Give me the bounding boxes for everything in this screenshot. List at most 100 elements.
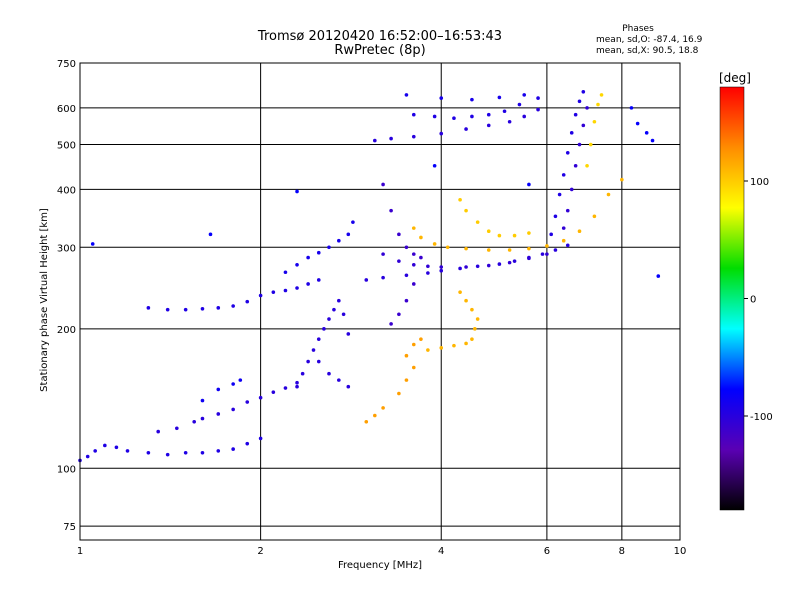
x-tick-label: 1: [77, 546, 83, 557]
data-point: [577, 99, 582, 104]
data-point: [316, 250, 321, 255]
data-point: [381, 275, 385, 280]
data-point: [439, 265, 444, 269]
data-point: [486, 248, 491, 252]
data-point: [426, 348, 430, 352]
data-point: [650, 138, 655, 143]
data-point: [411, 342, 416, 347]
data-point: [316, 278, 321, 282]
data-point: [507, 119, 512, 124]
x-tick-label: 4: [438, 546, 444, 557]
data-point: [337, 238, 341, 243]
data-point: [327, 245, 331, 250]
y-axis-label: Stationary phase Virtual Height [km]: [39, 208, 50, 392]
data-point: [497, 95, 502, 100]
data-point: [577, 229, 582, 233]
data-point: [606, 192, 611, 197]
data-point: [332, 307, 336, 312]
chart-title: Tromsø 20120420 16:52:00–16:53:43: [257, 29, 502, 44]
data-point: [452, 116, 456, 120]
data-point: [103, 443, 107, 448]
y-tick-label: 200: [57, 325, 76, 336]
data-point: [258, 395, 263, 400]
data-point: [397, 259, 401, 263]
data-point: [389, 136, 393, 141]
data-point: [439, 346, 444, 350]
data-point: [231, 407, 235, 412]
data-point: [411, 282, 416, 286]
data-point: [432, 163, 437, 168]
data-point: [512, 233, 517, 238]
data-point: [497, 233, 502, 238]
data-point: [561, 238, 566, 243]
data-point: [397, 232, 401, 237]
data-point: [557, 192, 562, 197]
data-point: [316, 359, 321, 364]
data-point: [527, 256, 531, 261]
data-point: [475, 317, 480, 321]
data-point: [507, 248, 512, 252]
data-point: [561, 173, 566, 177]
data-point: [486, 112, 491, 117]
data-point: [93, 449, 97, 453]
data-point: [527, 246, 531, 251]
data-point: [475, 220, 480, 224]
data-point: [411, 262, 416, 267]
data-point: [452, 343, 456, 348]
data-point: [411, 134, 416, 139]
data-point: [200, 450, 205, 455]
data-point: [364, 278, 369, 282]
colorbar-label: [deg]: [719, 71, 751, 85]
data-point: [585, 106, 589, 110]
data-point: [404, 93, 409, 97]
data-point: [381, 182, 385, 187]
data-point: [486, 263, 491, 268]
data-point: [258, 293, 263, 298]
data-point: [306, 255, 310, 260]
data-point: [527, 231, 531, 235]
data-point: [271, 390, 276, 394]
data-point: [527, 182, 531, 187]
data-point: [577, 142, 582, 147]
phases-o-stats: mean, sd,O: -87.4, 16.9: [596, 35, 703, 45]
data-point: [389, 322, 393, 326]
data-point: [439, 268, 444, 273]
data-point: [404, 353, 409, 358]
data-point: [426, 264, 430, 269]
data-point: [411, 252, 416, 256]
x-tick-label: 10: [674, 546, 687, 557]
data-point: [216, 412, 221, 416]
colorbar-ticks: 100 0 -100: [744, 177, 773, 423]
data-point: [346, 384, 351, 389]
data-point: [592, 119, 597, 124]
data-point: [536, 107, 540, 112]
data-point: [540, 252, 545, 256]
data-point: [596, 102, 600, 107]
data-point: [245, 441, 250, 446]
data-point: [283, 288, 288, 293]
data-point: [581, 89, 586, 94]
data-point: [426, 271, 430, 275]
data-point: [85, 454, 90, 459]
data-point: [404, 378, 409, 382]
data-point: [381, 406, 385, 410]
data-point: [373, 413, 377, 418]
data-point: [373, 138, 377, 143]
data-point: [327, 371, 331, 376]
data-point: [381, 252, 385, 256]
data-point: [306, 282, 310, 286]
data-point: [512, 259, 517, 263]
data-point: [475, 264, 480, 269]
data-point: [569, 187, 574, 192]
data-point: [306, 359, 310, 364]
data-point: [200, 398, 205, 403]
data-point: [216, 306, 221, 310]
x-tick-label: 2: [257, 546, 263, 557]
data-point: [165, 452, 170, 457]
data-point: [364, 419, 369, 424]
data-point: [341, 312, 346, 317]
data-point: [445, 245, 450, 250]
data-point: [522, 114, 527, 119]
data-point: [656, 274, 661, 278]
